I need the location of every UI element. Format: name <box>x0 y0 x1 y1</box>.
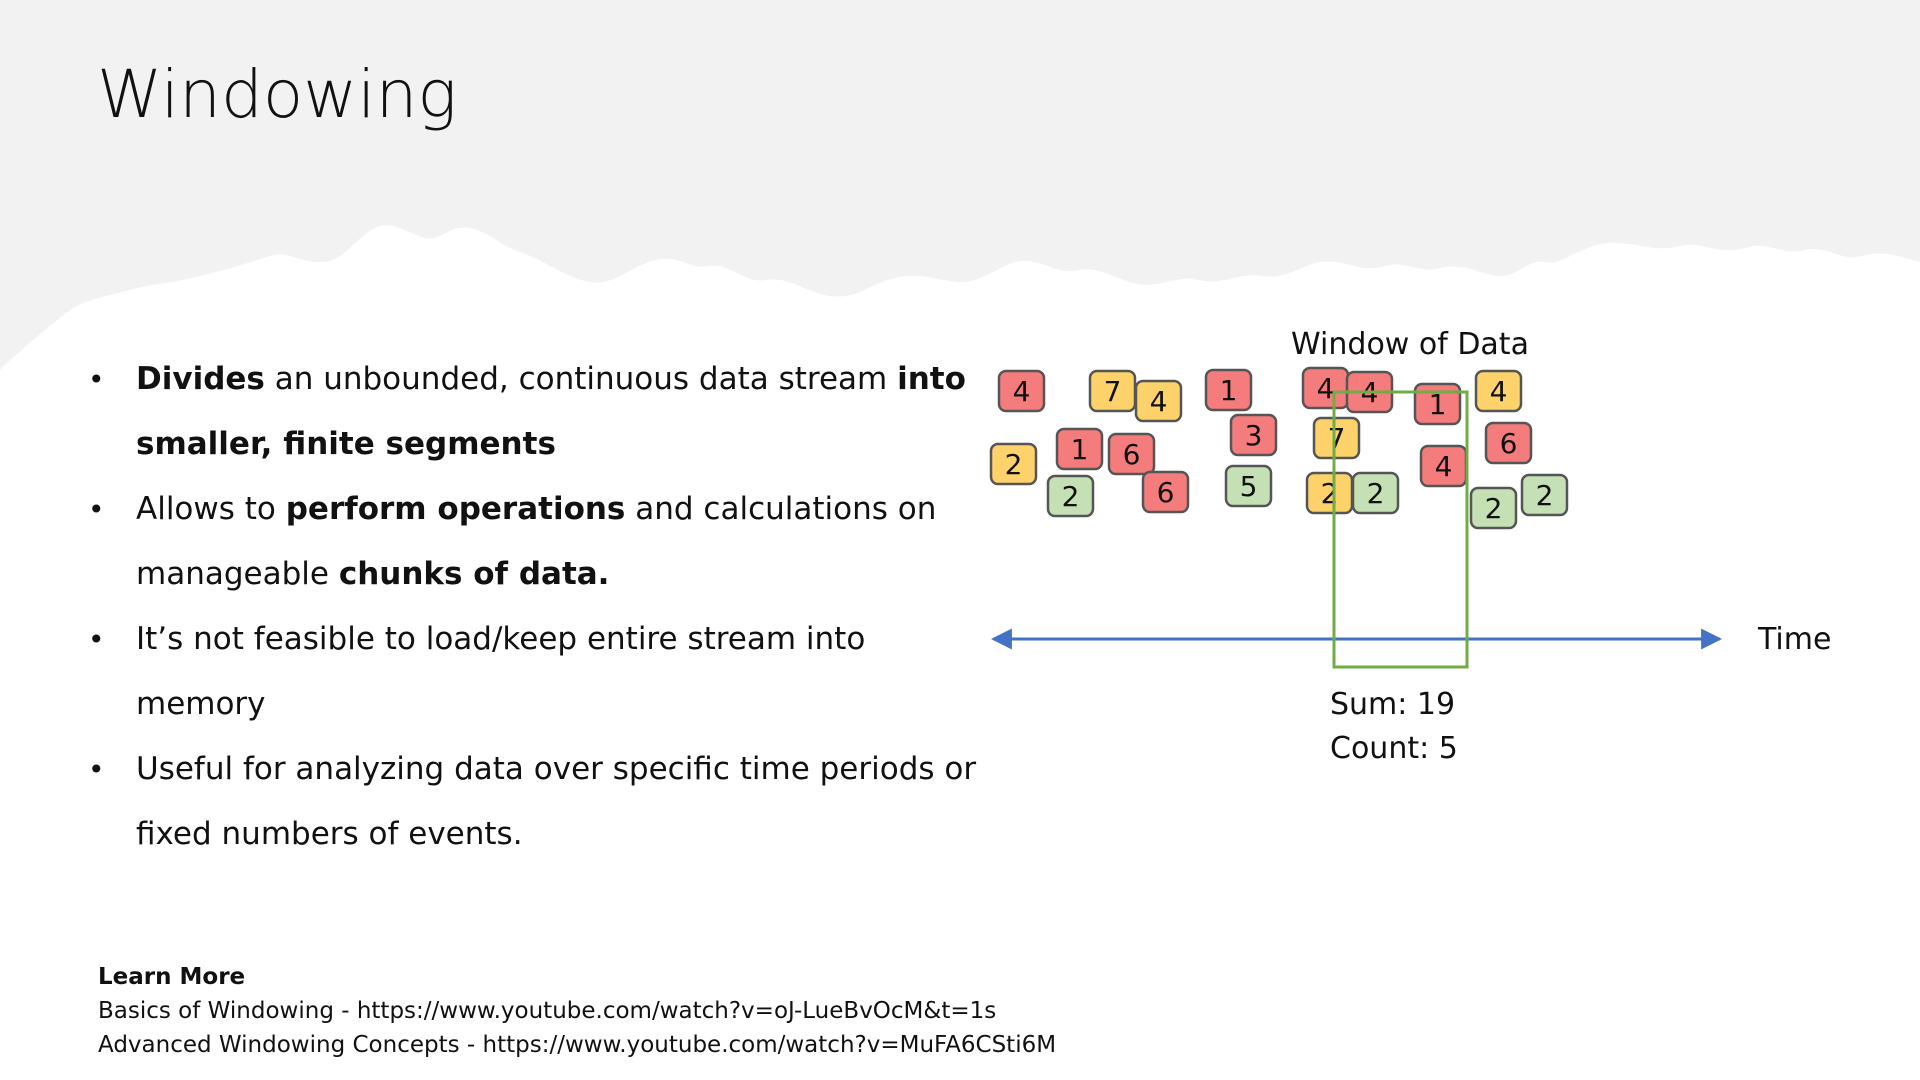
event-value: 4 <box>1013 375 1031 408</box>
learn-more-section: Learn More Basics of Windowing - https:/… <box>98 960 1056 1062</box>
window-label: Window of Data <box>1291 327 1529 362</box>
event-box-shape <box>1351 471 1400 515</box>
event-box: 2 <box>1469 486 1518 530</box>
window-count: Count: 5 <box>1330 731 1458 766</box>
event-box: 7 <box>1088 369 1137 413</box>
event-box-shape <box>1134 379 1183 423</box>
event-box-shape <box>1229 413 1278 457</box>
bullet-list: Divides an unbounded, continuous data st… <box>88 347 988 867</box>
bullet-item: Allows to perform operations and calcula… <box>88 477 988 607</box>
slide-title: Windowing <box>97 56 458 133</box>
learn-more-link-advanced[interactable]: Advanced Windowing Concepts - https://ww… <box>98 1032 1057 1058</box>
event-box-shape <box>1141 470 1190 514</box>
event-value: 1 <box>1429 388 1447 421</box>
event-box-shape <box>1469 486 1518 530</box>
event-box: 4 <box>1474 369 1523 413</box>
event-value: 7 <box>1104 375 1122 408</box>
event-value: 4 <box>1150 385 1168 418</box>
event-value: 2 <box>1005 448 1023 481</box>
event-box: 6 <box>1484 421 1533 465</box>
event-value: 2 <box>1485 492 1503 525</box>
event-value: 2 <box>1536 479 1554 512</box>
bullet-text: into smaller, finite segments <box>136 361 966 462</box>
event-box-shape <box>1224 464 1273 508</box>
event-box: 4 <box>1134 379 1183 423</box>
event-value: 4 <box>1490 375 1508 408</box>
event-value: 5 <box>1240 470 1258 503</box>
bullet-text: It’s not feasible to load/keep entire st… <box>136 621 866 722</box>
event-box: 2 <box>1305 471 1354 515</box>
event-box: 6 <box>1107 432 1156 476</box>
torn-paper-shape <box>0 0 1920 370</box>
learn-more-link-basics[interactable]: Basics of Windowing - https://www.youtub… <box>98 998 997 1024</box>
bullet-item: Divides an unbounded, continuous data st… <box>88 347 988 477</box>
event-box: 2 <box>989 442 1038 486</box>
time-axis-label: Time <box>1757 622 1831 657</box>
bullet-text: an unbounded, continuous data stream <box>264 361 898 397</box>
event-box-shape <box>1055 427 1104 471</box>
event-box: 6 <box>1141 470 1190 514</box>
bullet-text: Useful for analyzing data over specific … <box>136 751 977 852</box>
event-box: 3 <box>1229 413 1278 457</box>
event-value: 1 <box>1071 433 1089 466</box>
event-box: 1 <box>1204 368 1253 412</box>
event-box: 1 <box>1055 427 1104 471</box>
bullet-text: and calculations on manageable <box>136 491 937 592</box>
event-value: 6 <box>1123 438 1141 471</box>
event-box: 2 <box>1520 473 1569 517</box>
event-value: 3 <box>1245 419 1263 452</box>
event-value: 2 <box>1367 477 1385 510</box>
event-box-shape <box>997 369 1046 413</box>
bullet-text: Divides <box>136 361 265 397</box>
event-box-shape <box>1413 382 1462 426</box>
event-value: 1 <box>1220 374 1238 407</box>
event-value: 4 <box>1317 372 1335 405</box>
event-box-shape <box>1484 421 1533 465</box>
event-value: 4 <box>1435 450 1453 483</box>
event-box-shape <box>1474 369 1523 413</box>
bullet-text: perform operations <box>285 491 626 527</box>
event-box-shape <box>1046 474 1095 518</box>
event-value: 6 <box>1157 476 1175 509</box>
event-box-shape <box>1107 432 1156 476</box>
event-box-shape <box>1312 416 1361 460</box>
event-box: 4 <box>1301 366 1350 410</box>
event-value: 6 <box>1500 427 1518 460</box>
window-sum: Sum: 19 <box>1330 687 1455 722</box>
event-value: 7 <box>1328 422 1346 455</box>
event-box: 4 <box>1419 444 1468 488</box>
bullet-item: Useful for analyzing data over specific … <box>88 737 988 867</box>
bullet-text: chunks of data. <box>338 556 610 592</box>
event-value: 2 <box>1321 477 1339 510</box>
event-box: 2 <box>1351 471 1400 515</box>
bullet-item: It’s not feasible to load/keep entire st… <box>88 607 988 737</box>
event-box-shape <box>1520 473 1569 517</box>
learn-more-heading: Learn More <box>98 964 246 990</box>
window-frame <box>1332 390 1469 669</box>
event-value: 2 <box>1062 480 1080 513</box>
event-box-shape <box>1204 368 1253 412</box>
bullet-text: Allows to <box>136 491 286 527</box>
event-box: 1 <box>1413 382 1462 426</box>
event-box-shape <box>989 442 1038 486</box>
event-box: 7 <box>1312 416 1361 460</box>
event-box: 5 <box>1224 464 1273 508</box>
event-box: 2 <box>1046 474 1095 518</box>
event-box: 4 <box>997 369 1046 413</box>
